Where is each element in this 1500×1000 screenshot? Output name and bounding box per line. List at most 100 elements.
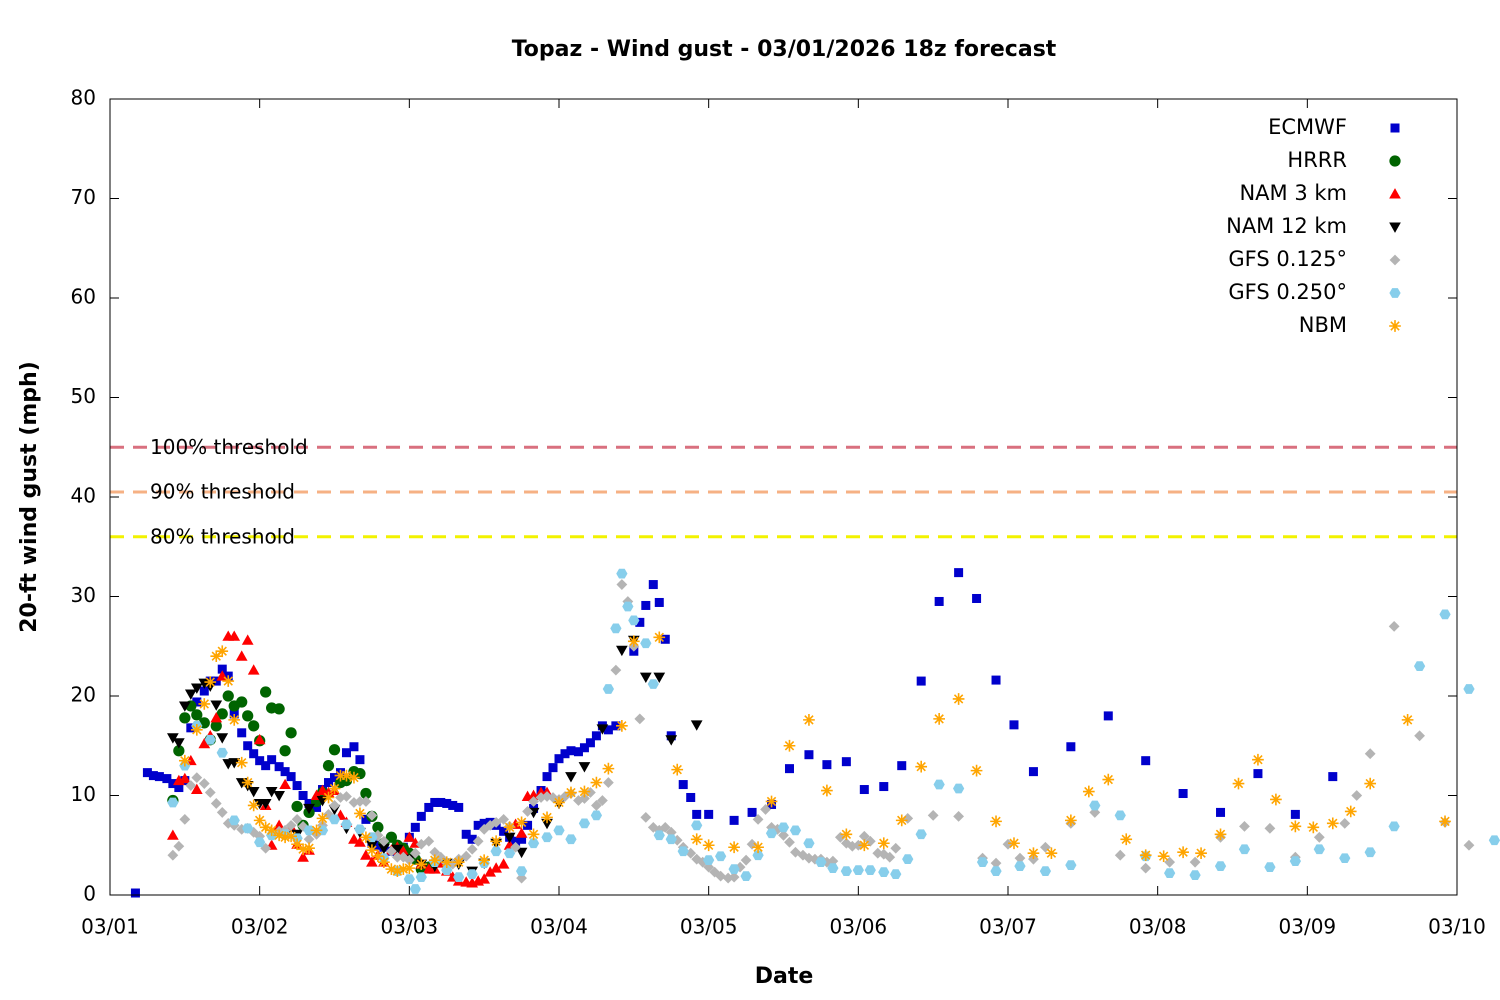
marker xyxy=(1040,841,1051,853)
marker xyxy=(895,814,908,827)
marker xyxy=(442,798,452,808)
marker xyxy=(259,798,272,810)
marker xyxy=(715,851,727,862)
marker xyxy=(852,865,864,875)
y-tick-label: 70 xyxy=(71,185,96,209)
marker xyxy=(728,871,740,883)
marker xyxy=(970,764,983,777)
marker xyxy=(1364,748,1376,760)
marker xyxy=(241,776,254,789)
marker xyxy=(297,843,309,856)
y-tick-label: 30 xyxy=(71,583,96,607)
marker xyxy=(840,866,852,876)
marker xyxy=(297,820,309,832)
marker xyxy=(639,672,652,683)
marker xyxy=(285,819,297,831)
marker xyxy=(554,754,564,764)
marker xyxy=(242,823,254,834)
x-axis-label: Date xyxy=(755,964,814,989)
marker xyxy=(142,768,152,778)
marker xyxy=(210,712,223,723)
marker xyxy=(616,645,628,657)
marker xyxy=(228,758,241,769)
marker xyxy=(610,623,622,634)
marker xyxy=(360,796,372,807)
legend-marker xyxy=(1390,123,1400,133)
marker xyxy=(168,779,178,789)
marker xyxy=(360,787,372,800)
marker xyxy=(403,874,415,884)
marker xyxy=(216,708,228,720)
marker xyxy=(385,863,398,875)
marker xyxy=(479,818,489,828)
marker xyxy=(990,815,1002,828)
marker xyxy=(789,825,802,836)
marker xyxy=(354,824,366,835)
marker xyxy=(864,865,876,875)
marker xyxy=(391,844,404,856)
marker xyxy=(385,845,397,857)
marker xyxy=(378,856,390,869)
marker xyxy=(303,842,315,855)
marker xyxy=(440,856,453,869)
threshold-label: 100% threshold xyxy=(150,435,308,459)
marker xyxy=(210,650,223,663)
x-tick-label: 03/02 xyxy=(231,915,289,939)
marker xyxy=(1239,820,1250,832)
marker xyxy=(1114,810,1126,821)
marker xyxy=(704,809,714,819)
marker xyxy=(248,720,260,732)
marker xyxy=(1270,793,1282,806)
marker xyxy=(597,795,608,806)
chart-title: Topaz - Wind gust - 03/01/2026 18z forec… xyxy=(512,37,1057,62)
marker xyxy=(596,724,609,735)
x-tick-label: 03/09 xyxy=(1279,915,1337,939)
marker xyxy=(765,795,778,808)
marker xyxy=(255,756,265,766)
marker xyxy=(173,745,185,757)
marker xyxy=(354,796,366,807)
marker xyxy=(473,820,483,830)
marker xyxy=(1009,720,1019,730)
marker xyxy=(253,814,266,827)
marker xyxy=(322,760,335,772)
marker xyxy=(1264,862,1276,873)
marker xyxy=(499,826,509,836)
marker xyxy=(1014,861,1026,872)
marker xyxy=(403,831,416,842)
marker xyxy=(372,821,384,833)
marker xyxy=(303,833,315,845)
marker xyxy=(1102,773,1115,786)
marker xyxy=(783,739,796,752)
marker xyxy=(1351,790,1363,801)
marker xyxy=(602,762,615,775)
marker xyxy=(1157,850,1170,863)
marker xyxy=(671,763,684,776)
marker xyxy=(902,854,914,865)
marker xyxy=(279,831,291,844)
marker xyxy=(242,710,254,722)
marker xyxy=(859,785,869,795)
marker xyxy=(1189,870,1201,880)
x-tick-label: 03/10 xyxy=(1428,915,1486,939)
marker xyxy=(340,819,353,830)
marker xyxy=(815,857,827,868)
marker xyxy=(467,834,477,844)
marker xyxy=(877,837,890,850)
marker xyxy=(162,774,172,784)
marker xyxy=(878,867,890,877)
marker xyxy=(1089,800,1101,811)
marker xyxy=(640,811,652,823)
marker xyxy=(611,721,621,731)
marker xyxy=(249,749,259,759)
marker xyxy=(259,821,272,834)
marker xyxy=(677,846,689,857)
marker xyxy=(1290,809,1300,819)
marker xyxy=(591,800,602,811)
marker xyxy=(316,812,329,825)
marker xyxy=(348,771,360,784)
marker xyxy=(436,797,446,807)
marker xyxy=(1388,821,1400,832)
marker xyxy=(740,854,752,866)
marker xyxy=(292,781,302,791)
